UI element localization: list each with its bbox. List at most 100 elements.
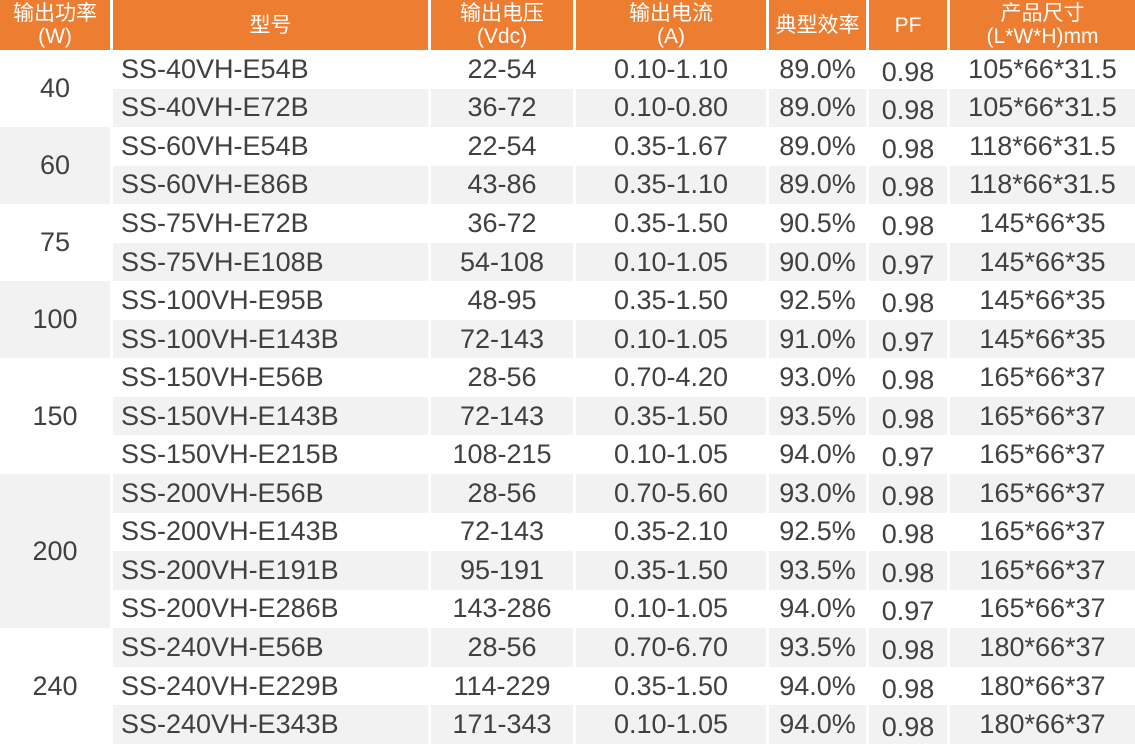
pf-cell: 0.97 <box>869 242 947 282</box>
current-cell: 0.35-1.50 <box>576 396 766 436</box>
pf-cell: 0.98 <box>869 358 947 397</box>
model-cell: SS-200VH-E56B <box>113 474 428 513</box>
pf-cell: 0.98 <box>869 474 947 513</box>
size-cell: 165*66*37 <box>950 512 1135 552</box>
voltage-cell: 72-143 <box>431 319 573 359</box>
size-cell: 165*66*37 <box>950 435 1135 475</box>
model-cell: SS-40VH-E54B <box>113 50 428 89</box>
model-cell: SS-75VH-E72B <box>113 204 428 243</box>
size-cell: 180*66*37 <box>950 666 1135 706</box>
pf-cell: 0.98 <box>869 281 947 320</box>
power-group-cell: 200 <box>0 474 110 629</box>
size-cell: 145*66*35 <box>950 319 1135 359</box>
current-cell: 0.35-1.67 <box>576 127 766 166</box>
size-cell: 145*66*35 <box>950 242 1135 282</box>
model-cell: SS-150VH-E143B <box>113 396 428 436</box>
efficiency-cell: 89.0% <box>769 88 866 128</box>
header-label-line: (W) <box>38 25 72 48</box>
voltage-cell: 22-54 <box>431 127 573 166</box>
col-header-efficiency: 典型效率 <box>769 0 866 50</box>
model-cell: SS-240VH-E229B <box>113 666 428 706</box>
efficiency-cell: 90.5% <box>769 204 866 243</box>
efficiency-cell: 93.5% <box>769 396 866 436</box>
header-label-line: 输出电流 <box>629 2 713 25</box>
voltage-cell: 114-229 <box>431 666 573 706</box>
header-label-line: (Vdc) <box>476 25 528 48</box>
efficiency-cell: 93.5% <box>769 551 866 590</box>
efficiency-cell: 89.0% <box>769 165 866 205</box>
voltage-cell: 54-108 <box>431 242 573 282</box>
size-cell: 145*66*35 <box>950 204 1135 243</box>
current-cell: 0.35-1.50 <box>576 551 766 590</box>
voltage-cell: 43-86 <box>431 165 573 205</box>
pf-cell: 0.98 <box>869 512 947 552</box>
col-header-size: 产品尺寸 (L*W*H)mm <box>950 0 1135 50</box>
current-cell: 0.10-1.05 <box>576 589 766 629</box>
efficiency-cell: 91.0% <box>769 319 866 359</box>
pf-cell: 0.98 <box>869 50 947 89</box>
pf-cell: 0.98 <box>869 628 947 667</box>
current-cell: 0.70-5.60 <box>576 474 766 513</box>
model-cell: SS-240VH-E56B <box>113 628 428 667</box>
col-header-model: 型号 <box>113 0 428 50</box>
size-cell: 165*66*37 <box>950 396 1135 436</box>
pf-cell: 0.98 <box>869 705 947 744</box>
current-cell: 0.70-6.70 <box>576 628 766 667</box>
current-cell: 0.35-1.50 <box>576 281 766 320</box>
current-cell: 0.35-1.50 <box>576 666 766 706</box>
size-cell: 105*66*31.5 <box>950 50 1135 89</box>
header-label-line: (L*W*H)mm <box>986 25 1099 48</box>
pf-cell: 0.98 <box>869 396 947 436</box>
pf-cell: 0.97 <box>869 589 947 629</box>
power-group-cell: 150 <box>0 358 110 475</box>
efficiency-cell: 89.0% <box>769 127 866 166</box>
model-cell: SS-200VH-E143B <box>113 512 428 552</box>
model-cell: SS-150VH-E215B <box>113 435 428 475</box>
current-cell: 0.10-1.05 <box>576 242 766 282</box>
col-header-power: 输出功率 (W) <box>0 0 110 50</box>
size-cell: 165*66*37 <box>950 589 1135 629</box>
efficiency-cell: 92.5% <box>769 512 866 552</box>
header-label-line: 输出功率 <box>13 2 97 25</box>
model-cell: SS-40VH-E72B <box>113 88 428 128</box>
current-cell: 0.35-2.10 <box>576 512 766 552</box>
size-cell: 165*66*37 <box>950 358 1135 397</box>
voltage-cell: 28-56 <box>431 628 573 667</box>
pf-cell: 0.97 <box>869 435 947 475</box>
voltage-cell: 36-72 <box>431 88 573 128</box>
efficiency-cell: 92.5% <box>769 281 866 320</box>
current-cell: 0.10-1.10 <box>576 50 766 89</box>
header-label-line: 产品尺寸 <box>1000 2 1085 25</box>
power-group-cell: 40 <box>0 50 110 128</box>
current-cell: 0.35-1.10 <box>576 165 766 205</box>
voltage-cell: 22-54 <box>431 50 573 89</box>
header-label-line: PF <box>894 13 922 37</box>
voltage-cell: 95-191 <box>431 551 573 590</box>
current-cell: 0.70-4.20 <box>576 358 766 397</box>
voltage-cell: 48-95 <box>431 281 573 320</box>
power-group-cell: 75 <box>0 204 110 282</box>
model-cell: SS-100VH-E143B <box>113 319 428 359</box>
size-cell: 165*66*37 <box>950 551 1135 590</box>
size-cell: 118*66*31.5 <box>950 127 1135 166</box>
efficiency-cell: 93.0% <box>769 474 866 513</box>
voltage-cell: 171-343 <box>431 705 573 744</box>
voltage-cell: 72-143 <box>431 396 573 436</box>
efficiency-cell: 94.0% <box>769 435 866 475</box>
pf-cell: 0.98 <box>869 551 947 590</box>
model-cell: SS-200VH-E191B <box>113 551 428 590</box>
current-cell: 0.10-1.05 <box>576 705 766 744</box>
voltage-cell: 108-215 <box>431 435 573 475</box>
power-group-cell: 100 <box>0 281 110 359</box>
col-header-current: 输出电流 (A) <box>576 0 766 50</box>
voltage-cell: 36-72 <box>431 204 573 243</box>
current-cell: 0.10-0.80 <box>576 88 766 128</box>
size-cell: 105*66*31.5 <box>950 88 1135 128</box>
size-cell: 180*66*37 <box>950 705 1135 744</box>
efficiency-cell: 94.0% <box>769 589 866 629</box>
model-cell: SS-100VH-E95B <box>113 281 428 320</box>
col-header-pf: PF <box>869 0 947 50</box>
power-group-cell: 60 <box>0 127 110 205</box>
size-cell: 180*66*37 <box>950 628 1135 667</box>
